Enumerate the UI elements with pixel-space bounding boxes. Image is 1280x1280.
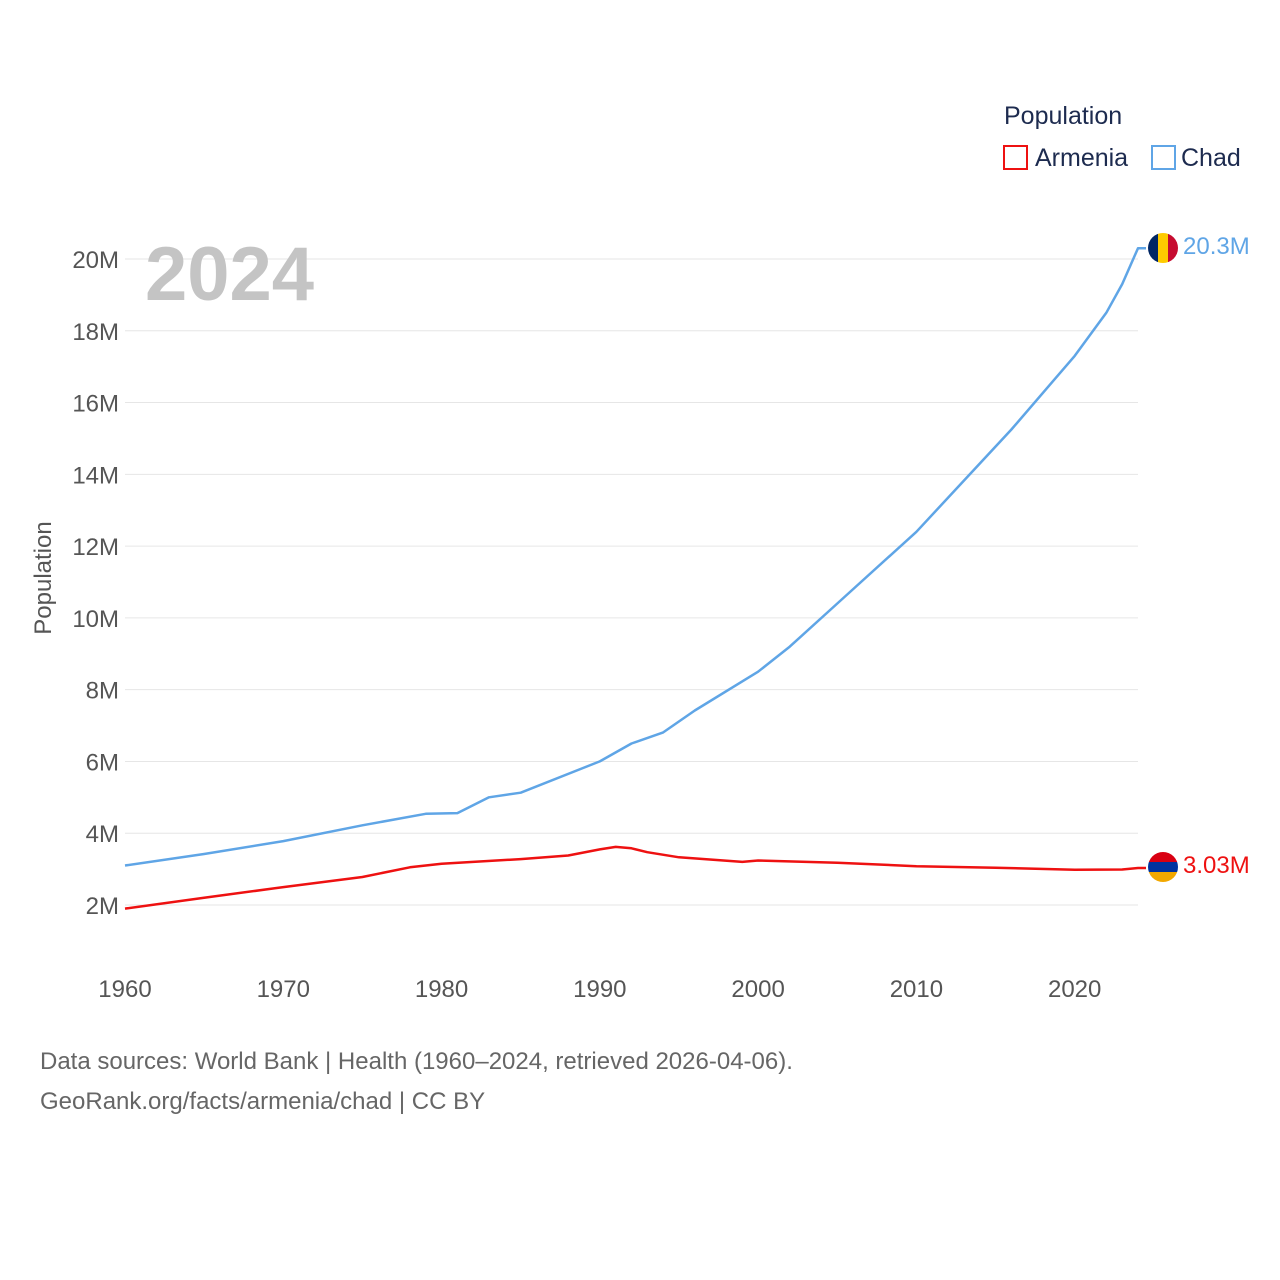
- legend: Population Armenia Chad: [1003, 102, 1241, 172]
- legend-label-armenia: Armenia: [1035, 144, 1128, 172]
- end-label-chad: 20.3M: [1183, 233, 1250, 260]
- y-tick-label: 8M: [86, 678, 119, 705]
- legend-item-armenia[interactable]: Armenia: [1003, 144, 1128, 172]
- x-tick-label: 1960: [98, 976, 151, 1003]
- footer-attribution[interactable]: GeoRank.org/facts/armenia/chad | CC BY: [40, 1088, 486, 1115]
- x-tick-label: 2010: [890, 976, 943, 1003]
- y-tick-label: 10M: [72, 606, 119, 633]
- y-tick-label: 18M: [72, 319, 119, 346]
- series-line-chad[interactable]: [124, 246, 1146, 867]
- year-display: 2024: [145, 232, 314, 317]
- footer: Data sources: World Bank | Health (1960–…: [40, 1042, 793, 1122]
- y-tick-label: 14M: [72, 462, 119, 489]
- legend-swatch-armenia: [1003, 145, 1028, 170]
- series-lines: [124, 246, 1146, 910]
- y-axis-ticks: 2M 4M 6M 8M 10M 12M 14M 16M 18M 20M: [72, 247, 119, 920]
- y-tick-label: 16M: [72, 391, 119, 418]
- legend-item-chad[interactable]: Chad: [1151, 144, 1241, 172]
- series-line-armenia[interactable]: [124, 845, 1146, 910]
- x-tick-label: 1970: [257, 976, 310, 1003]
- legend-title: Population: [1004, 102, 1122, 130]
- y-axis-title: Population: [30, 521, 57, 634]
- x-tick-label: 1990: [573, 976, 626, 1003]
- y-tick-label: 4M: [86, 821, 119, 848]
- armenia-flag-icon: [1148, 852, 1178, 882]
- x-axis-ticks: 1960 1970 1980 1990 2000 2010 2020: [98, 976, 1101, 1003]
- x-tick-label: 2000: [731, 976, 784, 1003]
- y-tick-label: 12M: [72, 534, 119, 561]
- chad-flag-icon: [1148, 233, 1178, 263]
- legend-swatch-chad: [1151, 145, 1176, 170]
- gridlines: [125, 258, 1138, 906]
- legend-label-chad: Chad: [1181, 144, 1241, 172]
- y-tick-label: 6M: [86, 749, 119, 776]
- end-label-armenia: 3.03M: [1183, 852, 1250, 879]
- y-tick-label: 20M: [72, 247, 119, 274]
- x-tick-label: 1980: [415, 976, 468, 1003]
- footer-sources: Data sources: World Bank | Health (1960–…: [40, 1048, 793, 1075]
- y-tick-label: 2M: [86, 893, 119, 920]
- x-tick-label: 2020: [1048, 976, 1101, 1003]
